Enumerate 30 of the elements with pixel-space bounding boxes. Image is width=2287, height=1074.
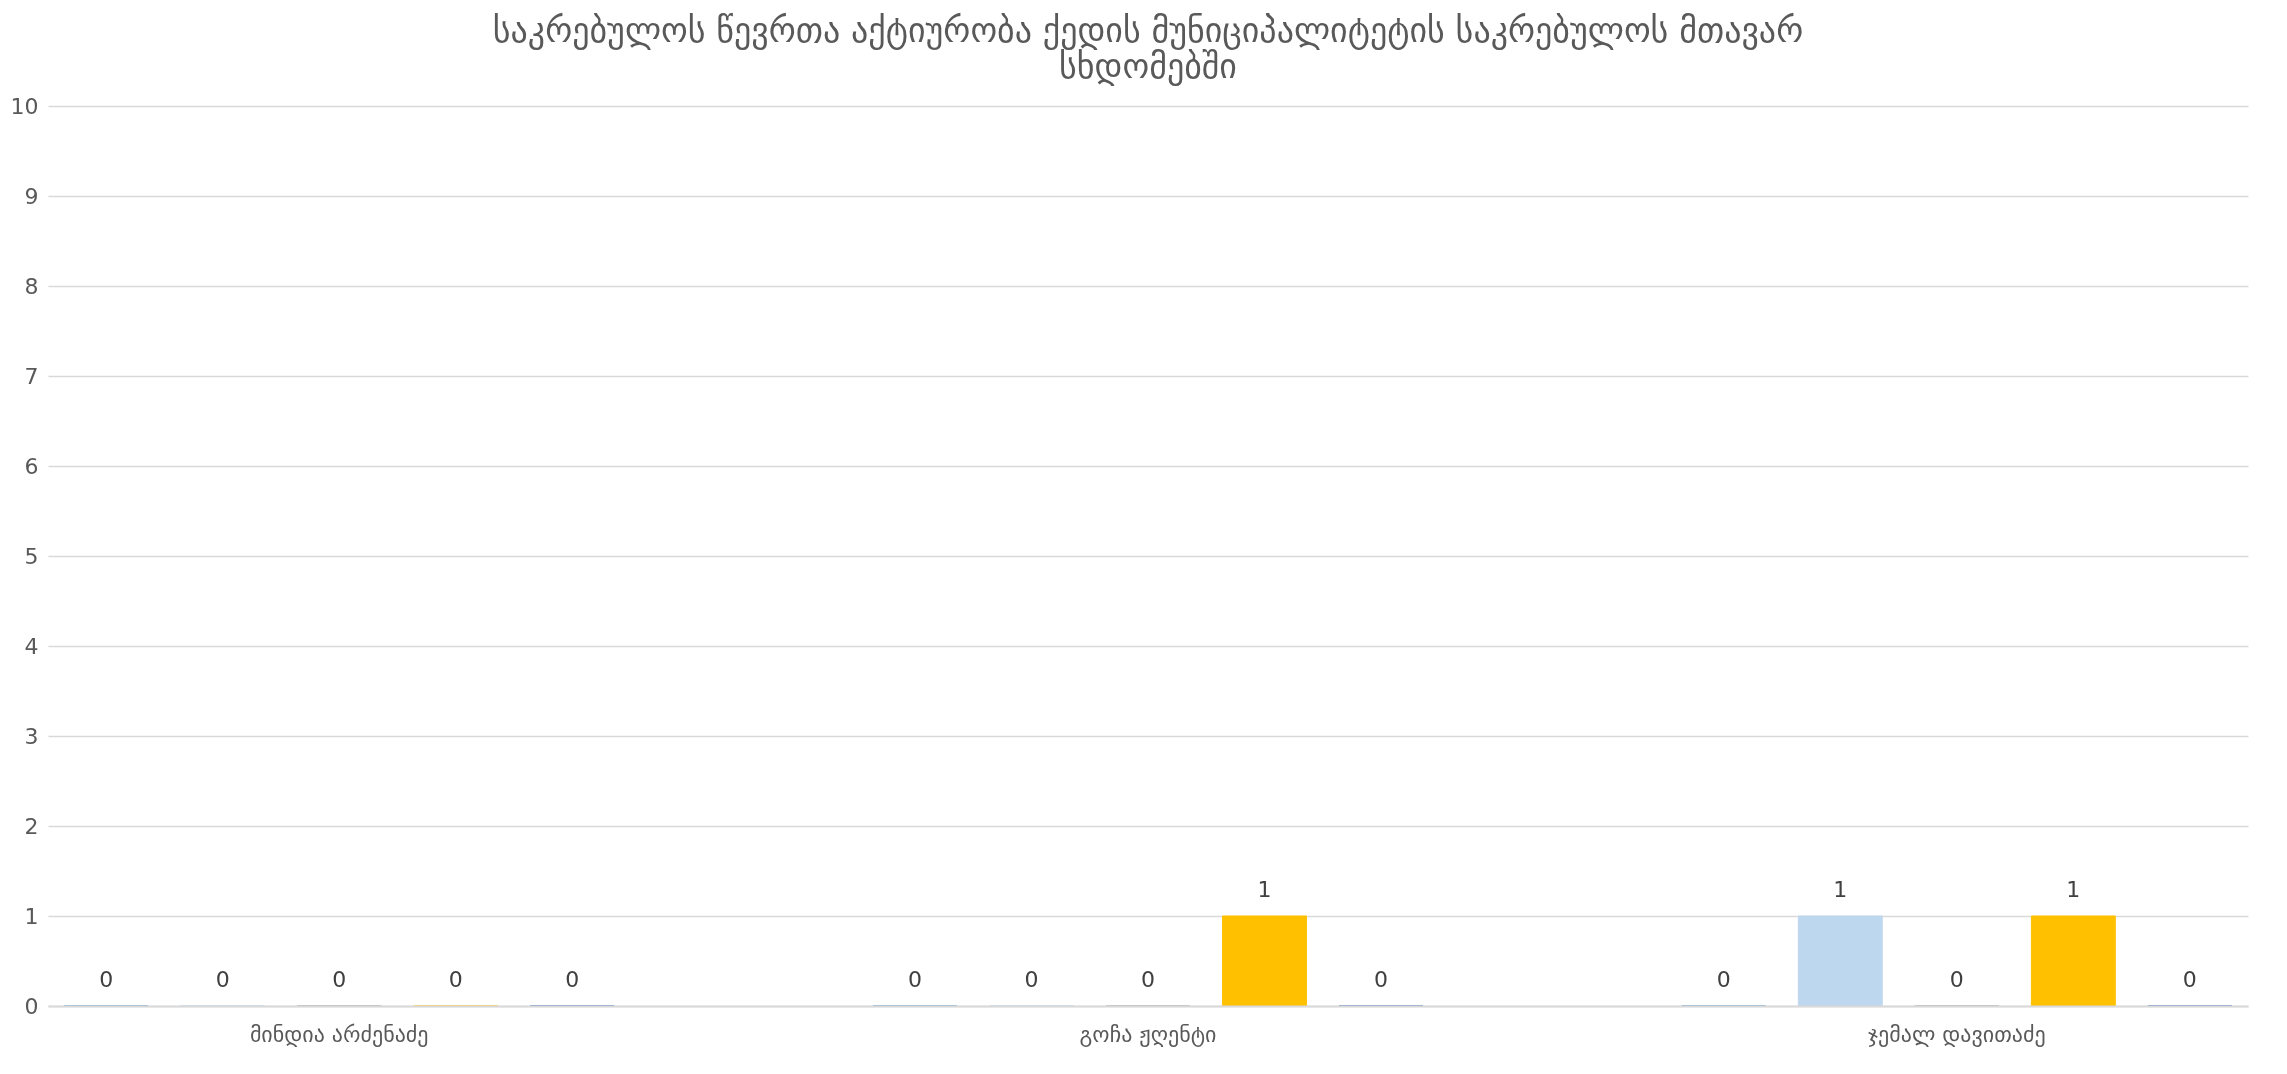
data-label: 1 bbox=[1257, 877, 1272, 902]
data-label: 0 bbox=[2182, 967, 2197, 992]
data-label: 0 bbox=[99, 967, 114, 992]
y-tick-label: 2 bbox=[24, 813, 39, 839]
y-tick-label: 9 bbox=[24, 183, 39, 209]
x-tick-label: მინდია არძენაძე bbox=[249, 1021, 429, 1047]
data-label: 0 bbox=[907, 967, 922, 992]
y-tick-label: 3 bbox=[24, 723, 39, 749]
y-tick-label: 6 bbox=[24, 453, 39, 479]
data-label: 0 bbox=[1374, 967, 1389, 992]
data-label: 0 bbox=[1716, 967, 1731, 992]
data-label: 0 bbox=[1141, 967, 1155, 992]
data-label: 1 bbox=[1833, 877, 1848, 902]
data-label: 0 bbox=[215, 967, 230, 992]
y-tick-label: 7 bbox=[24, 363, 39, 389]
x-tick-label: ჯემალ დავითაძე bbox=[1868, 1021, 2046, 1047]
chart-title: საკრებულოს წევრთა აქტიურობა ქედის მუნიციპალიტეტის საკრებულოს მთავარ სხდომებში bbox=[492, 10, 1804, 86]
data-label: 1 bbox=[2066, 877, 2081, 902]
data-label: 0 bbox=[565, 967, 580, 992]
y-tick-label: 5 bbox=[24, 543, 39, 569]
y-tick-label: 10 bbox=[10, 93, 39, 119]
data-label: 0 bbox=[332, 967, 347, 992]
y-tick-label: 1 bbox=[24, 903, 39, 929]
y-tick-label: 4 bbox=[24, 633, 39, 659]
data-label: 0 bbox=[448, 967, 463, 992]
y-tick-label: 0 bbox=[24, 993, 39, 1019]
y-tick-label: 8 bbox=[24, 273, 39, 299]
data-label: 0 bbox=[1024, 967, 1039, 992]
data-label: 0 bbox=[1949, 967, 1964, 992]
x-tick-label: გოჩა ჟღენტი bbox=[1079, 1021, 1217, 1047]
